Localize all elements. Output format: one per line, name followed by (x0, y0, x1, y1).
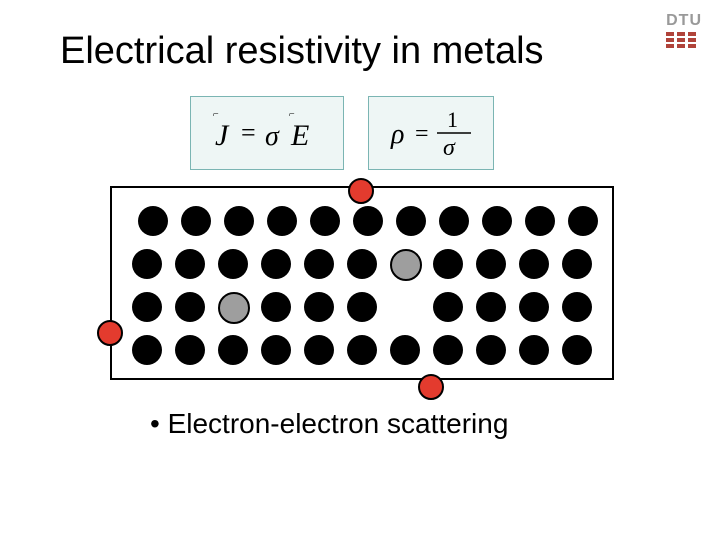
equation-row: ⌐ J = σ ⌐ E ρ = 1 σ (190, 96, 494, 170)
impurity-atom (218, 292, 250, 324)
equation-ohms-law: ⌐ J = σ ⌐ E (190, 96, 344, 170)
dtu-logo-pattern (666, 32, 702, 48)
lattice-atom (519, 335, 549, 365)
svg-text:=: = (415, 121, 429, 147)
lattice-atom (261, 292, 291, 322)
lattice-atom (181, 206, 211, 236)
svg-text:ρ: ρ (390, 119, 404, 150)
svg-text:E: E (290, 119, 309, 152)
svg-text:1: 1 (447, 107, 458, 132)
lattice-atom (138, 206, 168, 236)
svg-text:σ: σ (443, 135, 456, 161)
slide-title: Electrical resistivity in metals (60, 30, 544, 73)
lattice-atom (353, 206, 383, 236)
lattice-atom (132, 335, 162, 365)
lattice-atom (175, 335, 205, 365)
dtu-logo-text: DTU (666, 12, 702, 30)
lattice-atom (519, 249, 549, 279)
lattice-atom (476, 292, 506, 322)
lattice-atom (132, 249, 162, 279)
lattice-atom (476, 249, 506, 279)
lattice-atom (433, 249, 463, 279)
electron (418, 374, 444, 400)
lattice-atom (347, 249, 377, 279)
lattice-atom (433, 335, 463, 365)
lattice-atom (519, 292, 549, 322)
lattice-atom (439, 206, 469, 236)
lattice-atom (175, 249, 205, 279)
svg-text:J: J (215, 119, 230, 152)
impurity-atom (390, 249, 422, 281)
lattice-atom (476, 335, 506, 365)
dtu-logo: DTU (666, 12, 702, 50)
equation-resistivity: ρ = 1 σ (368, 96, 494, 170)
lattice-atom (562, 292, 592, 322)
lattice-atom (562, 335, 592, 365)
lattice-diagram (110, 186, 614, 380)
electron (348, 178, 374, 204)
lattice-atom (390, 335, 420, 365)
lattice-atom (304, 292, 334, 322)
lattice-atom (433, 292, 463, 322)
lattice-atom (304, 335, 334, 365)
lattice-atom (525, 206, 555, 236)
lattice-atom (396, 206, 426, 236)
lattice-atom (347, 292, 377, 322)
lattice-atom (568, 206, 598, 236)
lattice-atom (261, 249, 291, 279)
bullet-text: • Electron-electron scattering (150, 408, 508, 440)
lattice-atom (218, 249, 248, 279)
lattice-atom (261, 335, 291, 365)
lattice-atom (224, 206, 254, 236)
svg-text:σ: σ (265, 121, 280, 152)
electron (97, 320, 123, 346)
lattice-atom (562, 249, 592, 279)
lattice-atom (175, 292, 205, 322)
lattice-atom (304, 249, 334, 279)
lattice-atom (310, 206, 340, 236)
lattice-atom (347, 335, 377, 365)
lattice-atom (132, 292, 162, 322)
lattice-atom (482, 206, 512, 236)
svg-text:=: = (241, 118, 256, 147)
lattice-atom (218, 335, 248, 365)
lattice-atom (267, 206, 297, 236)
